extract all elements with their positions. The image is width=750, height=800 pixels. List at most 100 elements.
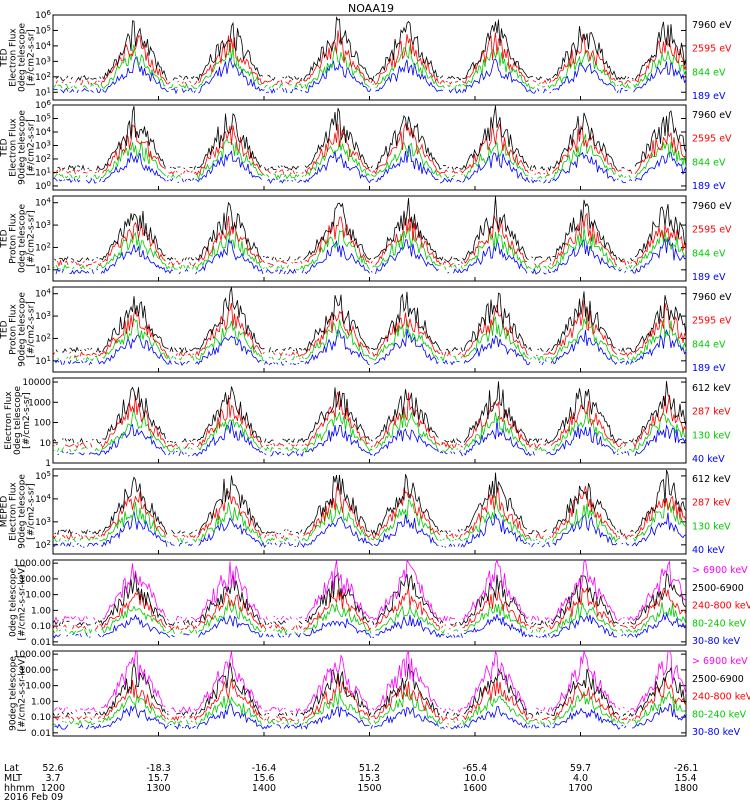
legend-entry: 2595 eV <box>692 225 732 236</box>
panel-frame <box>52 650 687 737</box>
y-axis-label-line: 90deg telescope <box>18 474 28 549</box>
y-axis-label-line: Proton Flux <box>9 213 19 264</box>
y-axis-label-line: 0deg telescope <box>13 386 23 456</box>
y-tick-label: 103 <box>35 55 51 67</box>
series-trace <box>54 559 687 622</box>
x-tick-label: 3.7 <box>45 773 60 784</box>
panel-p4: 101 102 103 104 TED Proton Flux 90deg telescop… <box>0 286 732 374</box>
y-tick-label: 10.00 <box>25 591 51 601</box>
y-axis-label-line: [#/cm2-s-sr] <box>27 29 37 86</box>
panel-frame <box>52 559 687 646</box>
series-trace <box>52 408 687 453</box>
x-row-label: MLT <box>4 773 22 784</box>
y-tick-label: 104 <box>35 40 51 52</box>
y-axis-label-line: Proton Flux <box>9 304 19 355</box>
y-tick-label: 102 <box>35 539 51 551</box>
y-tick-label: 103 <box>35 310 51 322</box>
y-tick-label: 100 <box>34 419 51 429</box>
y-axis-label-line: 0deg telescope <box>18 204 28 274</box>
legend-entry: 80-240 keV <box>692 618 747 629</box>
y-axis-label-line: [#/cm2-s-sr-keV] <box>18 565 28 641</box>
legend-entry: 7960 eV <box>692 292 732 303</box>
y-tick-label: 103 <box>35 139 51 151</box>
legend-entry: 844 eV <box>692 248 726 259</box>
x-tick-label: 1200 <box>41 783 65 794</box>
x-tick-label: 1500 <box>357 783 381 794</box>
y-tick-label: 101 <box>35 166 51 178</box>
x-tick-label: 59.7 <box>570 763 591 774</box>
y-tick-label: 101 <box>35 264 51 276</box>
series-trace <box>52 662 687 717</box>
x-tick-label: 10.0 <box>464 773 485 784</box>
series-trace <box>52 43 687 90</box>
series-trace <box>52 495 687 544</box>
x-row-label: Lat <box>4 763 19 774</box>
y-tick-label: 102 <box>35 153 51 165</box>
x-tick-label: 1700 <box>568 783 592 794</box>
x-tick-label: 1800 <box>674 783 698 794</box>
x-tick-label: -16.4 <box>252 763 277 774</box>
y-axis-label-line: Electron Flux <box>4 391 14 450</box>
y-tick-label: 1.00 <box>31 697 51 707</box>
legend-entry: 7960 eV <box>692 20 732 31</box>
y-tick-label: 101 <box>35 355 51 367</box>
y-tick-label: 105 <box>35 470 51 482</box>
y-tick-label: 0.10 <box>31 622 51 632</box>
legend-entry: 30-80 keV <box>692 636 741 647</box>
series-trace <box>53 511 687 548</box>
series-trace <box>52 56 687 95</box>
series-trace <box>55 287 687 354</box>
series-trace <box>52 381 687 444</box>
panel-p3: 101 102 103 104 TED Proton Flux 0deg telescope… <box>0 195 732 283</box>
legend-entry: 7960 eV <box>692 110 732 121</box>
series-trace <box>54 703 687 730</box>
legend-entry: 2595 eV <box>692 316 732 327</box>
y-axis-label-line: TED <box>0 229 10 248</box>
legend-entry: 240-800 keV <box>692 601 750 612</box>
y-tick-label: 10 <box>40 439 52 449</box>
series-trace <box>52 690 687 726</box>
series-trace <box>52 122 687 176</box>
y-axis-label-line: 90deg telescope <box>9 656 19 731</box>
legend-entry: 7960 eV <box>692 201 732 212</box>
legend-entry: 2595 eV <box>692 134 732 145</box>
legend-entry: 189 eV <box>692 181 726 192</box>
y-tick-label: 10000 <box>22 378 51 388</box>
series-trace <box>54 329 687 366</box>
panel-p6: 102 103 104 105 MEPED Electron Flux 90deg tele… <box>0 468 731 556</box>
legend-entry: 189 eV <box>692 91 726 102</box>
series-trace <box>52 599 687 635</box>
series-trace <box>52 144 687 185</box>
y-axis-label-line: 0deg telescope <box>18 23 28 93</box>
y-axis-label-line: Electron Flux <box>9 118 19 177</box>
y-tick-label: 1.00 <box>31 606 51 616</box>
date-label: 2016 Feb 09 <box>4 792 63 800</box>
y-axis-label-line: 90deg telescope <box>18 292 28 367</box>
legend-entry: > 6900 keV <box>692 565 748 576</box>
y-axis-label-line: TED <box>0 48 10 67</box>
legend-entry: 287 keV <box>692 407 731 418</box>
series-trace <box>57 212 687 267</box>
x-tick-label: 15.7 <box>148 773 169 784</box>
series-trace <box>57 105 687 172</box>
panel-p1: 101 102 103 104 105 106 TED Electron Flux 0deg t… <box>0 9 732 102</box>
y-tick-label: 1000.00 <box>14 650 51 660</box>
series-trace <box>54 196 687 263</box>
y-tick-label: 0.10 <box>31 713 51 723</box>
panel-frame <box>52 468 687 555</box>
legend-entry: 287 keV <box>692 498 731 509</box>
legend-entry: 130 keV <box>692 521 731 532</box>
y-axis-label-line: MEPED <box>0 496 10 528</box>
series-trace <box>55 16 687 82</box>
x-tick-label: 15.6 <box>253 773 274 784</box>
y-tick-label: 105 <box>35 24 51 36</box>
x-tick-label: -65.4 <box>463 763 488 774</box>
y-tick-label: 0.01 <box>31 638 51 648</box>
legend-entry: 130 keV <box>692 430 731 441</box>
y-tick-label: 103 <box>35 219 51 231</box>
y-tick-label: 100 <box>35 180 51 192</box>
y-tick-label: 0.01 <box>31 729 51 739</box>
